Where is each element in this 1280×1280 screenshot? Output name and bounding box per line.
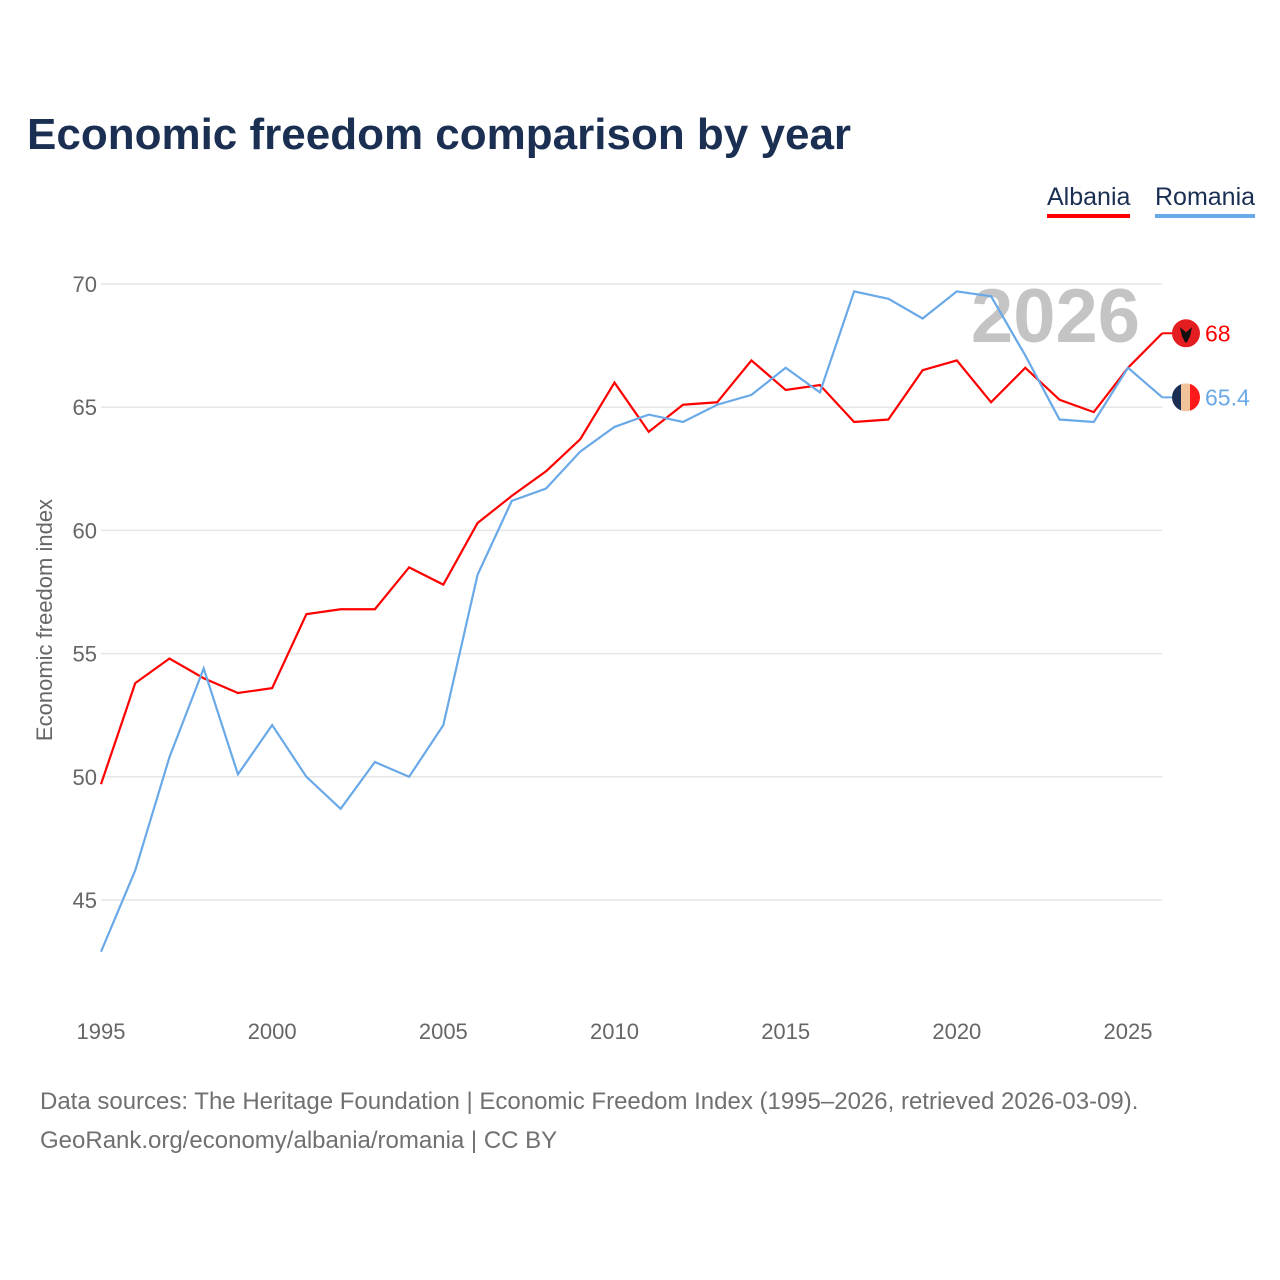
series-line-romania[interactable]: [99, 290, 1163, 953]
x-tick-label: 2010: [590, 1019, 639, 1044]
romania-flag-icon: [1172, 383, 1200, 412]
x-tick-label: 2015: [761, 1019, 810, 1044]
year-watermark: 2026: [971, 274, 1140, 359]
y-tick-label: 65: [73, 395, 97, 420]
source-line-2[interactable]: GeoRank.org/economy/albania/romania | CC…: [40, 1127, 558, 1154]
y-axis-label: Economic freedom index: [32, 499, 57, 741]
x-tick-label: 2005: [419, 1019, 468, 1044]
x-tick-label: 1995: [77, 1019, 126, 1044]
y-tick-label: 45: [73, 888, 97, 913]
y-tick-label: 60: [73, 518, 97, 543]
x-tick-label: 2025: [1104, 1019, 1153, 1044]
end-value-label: 68: [1205, 320, 1231, 346]
y-tick-label: 70: [73, 272, 97, 297]
legend-albania[interactable]: Albania: [1047, 183, 1131, 218]
x-tick-label: 2000: [248, 1019, 297, 1044]
x-tick-label: 2020: [932, 1019, 981, 1044]
series-line-albania[interactable]: [99, 332, 1164, 785]
source-line-1: Data sources: The Heritage Foundation | …: [40, 1088, 1139, 1115]
y-tick-label: 50: [73, 765, 97, 790]
albania-flag-icon: [1172, 319, 1200, 348]
chart-title: Economic freedom comparison by year: [27, 110, 852, 159]
legend-romania[interactable]: Romania: [1155, 183, 1256, 218]
end-value-label: 65.4: [1205, 384, 1250, 410]
y-tick-label: 55: [73, 642, 97, 667]
